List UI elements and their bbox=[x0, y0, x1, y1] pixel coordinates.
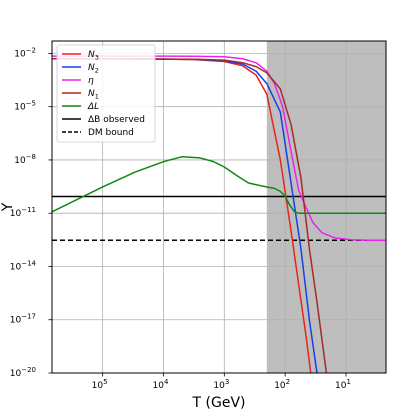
legend-label: ΔB observed bbox=[88, 115, 145, 125]
shaded-region bbox=[266, 41, 386, 373]
legend-label: N2 bbox=[88, 63, 99, 75]
series-line-2 bbox=[52, 55, 386, 241]
legend-label: N3 bbox=[88, 50, 99, 62]
legend-label: η bbox=[88, 76, 94, 86]
legend-label: N1 bbox=[88, 89, 99, 101]
x-axis-title: T (GeV) bbox=[192, 395, 246, 411]
series-line-3 bbox=[52, 58, 328, 373]
legend-box bbox=[56, 44, 156, 143]
plot-frame bbox=[51, 40, 387, 374]
legend-label: ΔL bbox=[87, 102, 99, 112]
series-line-4 bbox=[52, 156, 386, 214]
legend-label: DM bound bbox=[88, 128, 134, 138]
y-axis-title: Y bbox=[0, 202, 16, 212]
